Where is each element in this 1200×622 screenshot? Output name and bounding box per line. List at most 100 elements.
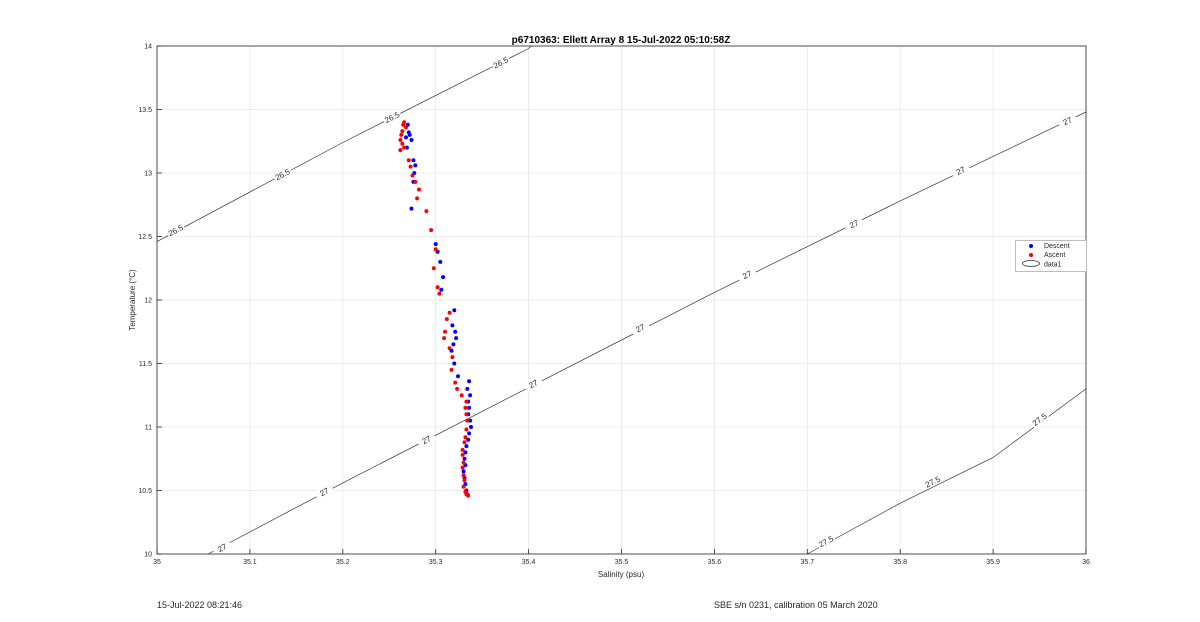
ascent-point [402,145,407,150]
ascent-point [466,493,471,498]
calibration-note: SBE s/n 0231, calibration 05 March 2020 [714,600,878,610]
ascent-point [447,346,452,351]
legend: Descent Ascent data1 [1015,240,1087,272]
y-axis-ticks: 10 10.5 11 11.5 12 12.5 13 13.5 14 [138,44,162,559]
descent-point [468,393,473,398]
contour-label-bg [165,221,186,239]
ascent-point [437,291,442,296]
descent-point [467,405,472,410]
x-tick-label: 35.1 [243,559,257,566]
y-tick-label: 13.5 [138,107,152,114]
contour-label-bg [630,319,651,337]
descent-point [465,386,470,391]
ascent-point [453,380,458,385]
descent-point [453,329,458,334]
y-tick-label: 12 [144,298,152,305]
ascent-point [443,329,447,334]
density-contours: 26.526.526.526.527272727272727272727.527… [156,45,1087,556]
descent-point [438,259,443,264]
ascent-point [415,196,420,201]
y-tick-label: 12.5 [138,234,152,241]
ascent-point [406,158,411,163]
contour-label: 27 [421,434,434,446]
descent-point [461,469,466,474]
legend-item-descent: Descent [1020,242,1070,251]
ascent-point [455,386,460,391]
ascent-point [401,122,406,127]
ascent-point [461,473,466,478]
ascent-point [464,412,469,417]
descent-point [464,444,469,449]
ascent-point [424,209,429,214]
ascent-point [398,138,403,142]
contour-label: 27 [1062,115,1074,127]
descent-point [404,135,408,140]
legend-label: data1 [1043,261,1062,269]
descent-point [413,163,418,168]
x-tick-label: 35.2 [336,559,350,566]
contour-label-bg [1029,410,1050,429]
ascent-point [429,228,434,233]
ascent-point [462,440,467,445]
descent-point [407,132,412,137]
legend-label: Descent [1043,243,1070,250]
descent-point [468,418,473,423]
descent-point [409,206,414,211]
contour-label-bg [950,162,971,179]
descent-point [456,374,460,379]
contour-label-bg [922,473,943,490]
y-tick-label: 11.5 [139,361,152,368]
x-axis-label: Salinity (psu) [598,570,645,579]
chart-title: p6710363: Ellett Array 8 15-Jul-2022 05:… [512,35,731,46]
legend-item-ascent: Ascent [1020,251,1065,260]
ascent-point [449,367,454,372]
x-tick-label: 35 [153,559,161,566]
y-axis-label: Temperature (°C) [128,269,137,331]
y-tick-label: 10 [144,552,152,559]
ascent-point [444,317,449,322]
ascent-point [399,132,404,137]
y-tick-label: 13 [144,171,152,178]
descent-point [409,138,414,142]
y-tick-label: 14 [144,44,152,51]
descent-point [469,425,473,429]
descent-marker-icon [1029,244,1033,248]
contour-label-bg [523,375,544,392]
ascent-marker-icon [1029,253,1033,257]
contour-label-bg [843,215,864,232]
ascent-point [408,164,413,169]
descent-point [467,431,472,436]
contour-label-bg [211,539,233,556]
ascent-point [400,129,405,134]
ascent-point [465,418,470,423]
ascent-point [460,447,465,452]
x-tick-label: 36 [1082,559,1090,566]
descent-point [452,361,457,366]
ascent-point [398,148,403,153]
descent-point [404,145,409,150]
ascent-point [447,310,452,315]
ascent-point [431,266,436,271]
descent-point [433,242,438,247]
x-axis-ticks: 35 35.1 35.2 35.3 35.4 35.5 35.6 35.7 35.8 35.9 36 [153,549,1090,566]
contour-label-bg [416,431,437,448]
contour-label-bg [490,54,511,71]
x-tick-label: 35.7 [800,559,814,566]
x-tick-label: 35.5 [615,559,629,566]
ascent-point [435,285,440,290]
ascent-point [463,405,468,410]
contour-label: 27 [741,269,753,281]
descent-point [452,308,457,313]
descent-point [439,287,444,292]
ascent-point [450,355,455,360]
descent-point [463,450,468,455]
contour-label-bg [815,533,836,550]
x-tick-label: 35.8 [893,559,907,566]
contour-label-bg [736,266,757,283]
descent-point [441,275,446,280]
ascent-point [417,187,421,192]
x-tick-label: 35.4 [522,559,536,566]
contour-label-bg [314,483,335,500]
ascent-point [404,125,408,130]
